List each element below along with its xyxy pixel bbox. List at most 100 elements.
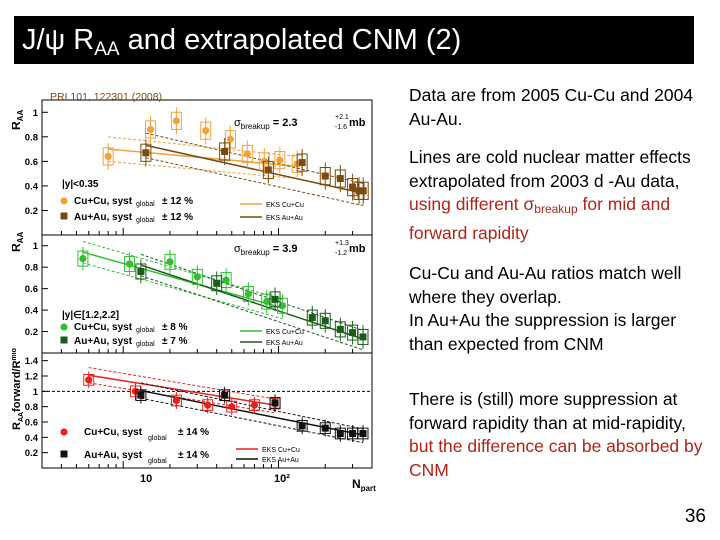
cnm-band-lower [108,160,298,180]
y-tick-label: 0.4 [25,433,39,444]
legend-marker-cucu [60,323,68,331]
panel-3-ylabel-sub: AA [18,412,25,422]
page-number: 36 [684,506,706,527]
y-tick-label: 0.6 [25,418,38,429]
cnm-line-auau [140,389,364,436]
cnm-line-auau [145,144,364,195]
panel-3-legend-auau: Au+Au, syst [84,450,143,461]
panel-3-legend-cucu: Cu+Cu, syst [84,427,143,438]
panel-3-ylabel-main: R [12,422,23,430]
panel-2-legend-global: global [136,341,155,348]
panel-1-sigma: σbreakup = 2.3 [234,117,298,131]
panel-1-ylabel-sub: AA [16,110,25,122]
paragraph-cnm-lines-c: for mid and forward rapidity [409,194,671,243]
panel-1-rapidity: |y|<0.35 [62,179,99,190]
paragraph-data-source: Data are from 2005 Cu-Cu and 2004 Au-Au. [409,85,694,129]
panel-2-line-legend-auau: EKS Au+Au [266,340,303,347]
paragraph-suppression-a: There is (still) more suppression at for… [409,389,686,433]
panel-1-sigma-err-lo: -1.6 [335,124,347,131]
panel-2-legend-global: global [136,327,155,334]
panel-1-legend-global: global [136,201,155,208]
legend-marker-auau [60,212,68,220]
panel-2-legend-cucu-err: ± 8 % [162,322,188,333]
panel-1-ylabel-main: R [12,121,23,130]
cnm-line-auau [140,264,364,340]
data-point-auau [359,187,367,195]
panel-3-line-legend-cucu: EKS Cu+Cu [262,447,300,454]
y-tick-label: 1.2 [25,372,38,383]
data-point-cucu [172,117,180,125]
y-tick-label: 0.4 [25,306,39,317]
data-point-cucu [226,135,234,143]
slide-title: J/ψ RAA and extrapolated CNM (2) [14,16,694,64]
y-tick-label: 0.8 [25,132,38,143]
x-tick-100: 10² [274,473,290,485]
paragraph-ratios-b: In Au+Au the suppression is larger than … [409,310,677,354]
legend-marker-cucu [60,428,68,436]
cnm-band-upper [140,253,364,331]
paragraph-cnm-lines-a: Lines are cold nuclear matter effects ex… [409,147,691,191]
panel-2-sigma-symbol: σ [234,243,241,255]
y-tick-label: 0.8 [25,402,38,413]
data-point-auau [298,422,306,430]
plot-frame [41,99,373,469]
panel-1-sigma-value: = 2.3 [273,117,298,129]
panel-1-legend-global: global [136,217,155,224]
y-tick-label: 0.2 [25,206,38,217]
y-tick-label: 0.2 [25,448,38,459]
raa-figure: PRL101, 122301 (2008) RAA σbreakup= 2.3 … [12,80,392,492]
panel-3-legend-global: global [148,458,167,465]
data-point-cucu [276,156,284,164]
data-point-auau [336,430,344,437]
y-tick-label: 1.4 [25,356,39,367]
legend-marker-auau [60,450,68,458]
cnm-line-cucu [82,251,283,309]
cnm-band-lower [88,382,276,414]
data-point-auau [355,187,363,195]
paragraph-ratios: Cu-Cu and Au-Au ratios match well where … [409,262,709,356]
cnm-band-lower [145,157,364,207]
data-point-auau [221,391,229,399]
panel-2-ylabel-main: R [12,243,23,252]
panel-2-legend-auau-err: ± 7 % [162,336,188,347]
panel-1-legend-auau-err: ± 12 % [162,212,193,223]
x-axis-label-sub: part [361,484,376,492]
panel-1-labels: RAA σbreakup= 2.3 +2.1 -1.6 mb |y|<0.35 … [12,110,366,224]
panel-2-sigma: σbreakup = 3.9 [234,243,298,257]
data-point-cucu [250,401,259,409]
data-point-auau [349,183,357,191]
y-tick-label: 1 [33,241,39,252]
panel-2-ylabel: RAA [12,232,25,252]
y-tick-label: 0.2 [25,327,38,338]
cnm-band-upper [88,367,276,400]
panel-2-ylabel-sub: AA [16,232,25,244]
cnm-band-upper [108,136,298,157]
panel-1-legend-cucu-err: ± 12 % [162,196,193,207]
data-point-cucu [202,127,210,135]
data-point-cucu [193,273,201,281]
panel-3-labels: RAAforward/Rmid Cu+Cu, syst global ± 14 … [12,348,300,465]
panel-2-sigma-err-hi: +1.3 [335,240,349,247]
data-point-cucu [172,396,180,405]
panel-3-legend-auau-err: ± 14 % [178,450,209,461]
raa-figure-svg: PRL101, 122301 (2008) RAA σbreakup= 2.3 … [12,91,376,492]
panel-2-legend-cucu: Cu+Cu, syst [74,322,133,333]
data-point-cucu [243,150,251,158]
panel-3-ylabel-ratio: forward/R [12,361,23,412]
panel-2-legend-auau: Au+Au, syst [74,336,133,347]
data-point-auau [336,325,344,333]
y-tick-label: 0.6 [25,284,38,295]
data-point-cucu [104,152,112,161]
data-point-auau [349,430,357,437]
paragraph-suppression-b: but the difference can be absorbed by CN… [409,436,703,480]
panel-3-legend-global: global [148,435,167,442]
data-point-auau [349,329,357,337]
panel-2-line-legend-cucu: EKS Cu+Cu [266,329,304,336]
data-point-cucu [244,290,253,298]
y-tick-label: 1 [33,108,39,119]
panel-2-sigma-value: = 3.9 [273,243,298,255]
title-subscript: AA [94,39,120,60]
data-point-auau [359,430,367,437]
legend-marker-auau [60,336,68,344]
cnm-line-cucu [88,374,276,406]
